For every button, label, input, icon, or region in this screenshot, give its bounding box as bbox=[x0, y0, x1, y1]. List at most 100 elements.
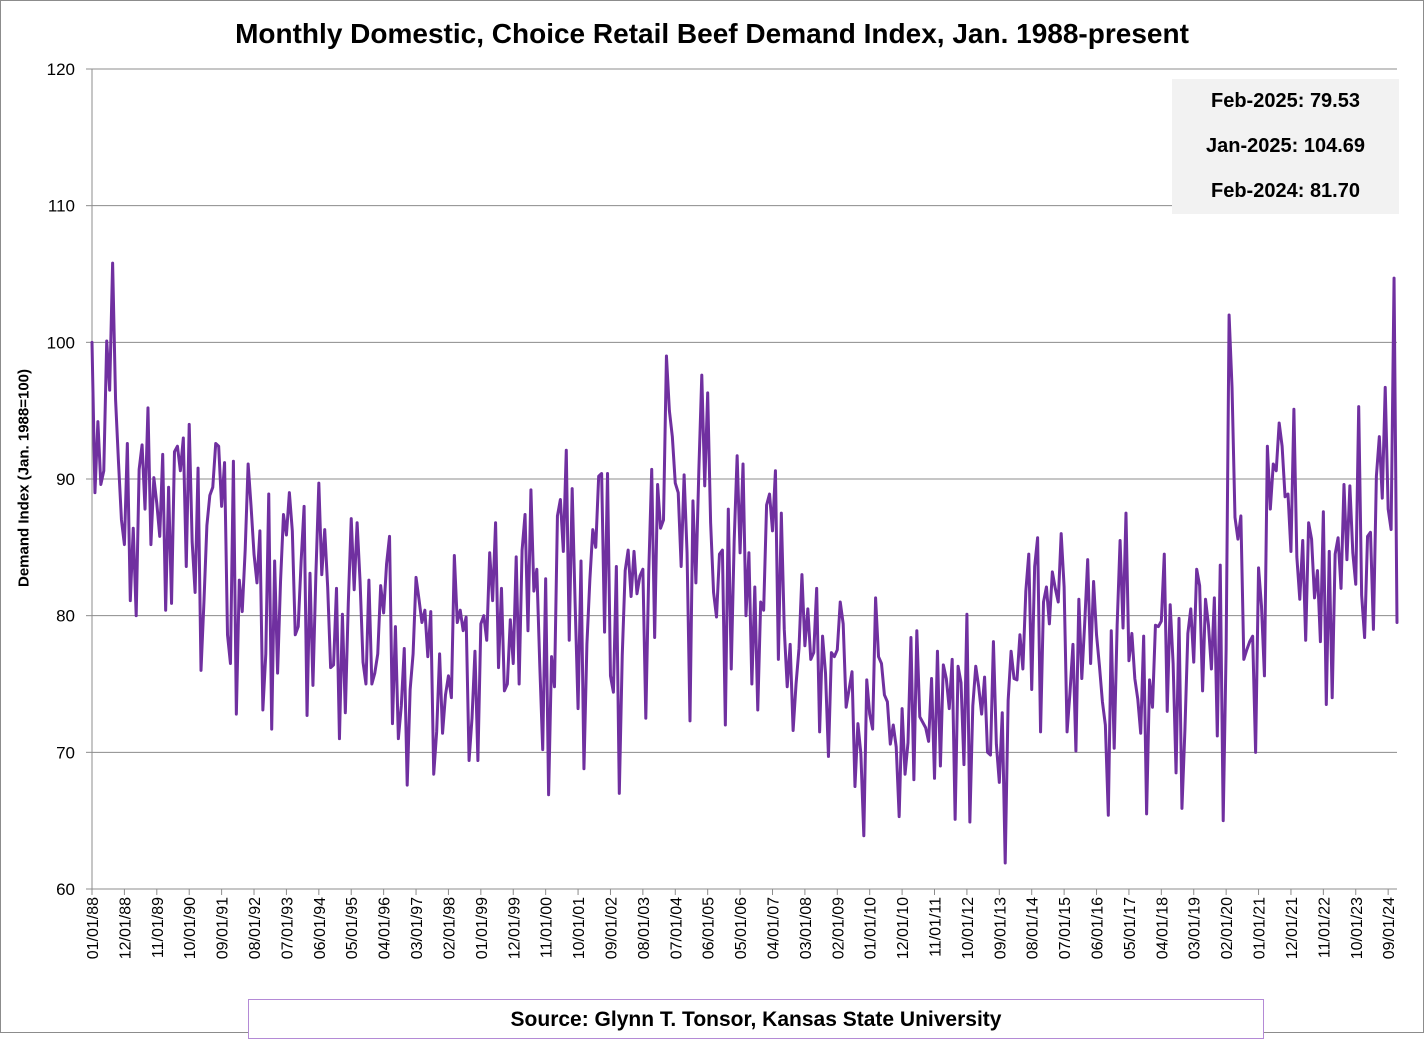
data-point bbox=[963, 763, 965, 765]
data-point bbox=[636, 593, 638, 595]
x-tick-label: 01/01/21 bbox=[1252, 897, 1269, 959]
data-point bbox=[1054, 587, 1056, 589]
data-point bbox=[1243, 658, 1245, 660]
data-point bbox=[1089, 662, 1091, 664]
data-point bbox=[972, 705, 974, 707]
data-point bbox=[933, 777, 935, 779]
data-point bbox=[306, 714, 308, 716]
data-point bbox=[1296, 556, 1298, 558]
y-tick-label: 80 bbox=[56, 607, 75, 626]
data-point bbox=[1075, 750, 1077, 752]
data-point bbox=[754, 586, 756, 588]
x-tick-label: 08/01/03 bbox=[636, 897, 653, 959]
data-point bbox=[830, 651, 832, 653]
y-tick-label: 110 bbox=[48, 197, 75, 216]
data-point bbox=[592, 528, 594, 530]
data-point bbox=[318, 482, 320, 484]
x-tick-label: 09/01/91 bbox=[215, 897, 232, 959]
data-point bbox=[1187, 632, 1189, 634]
data-point bbox=[792, 729, 794, 731]
data-point bbox=[1086, 558, 1088, 560]
data-point bbox=[639, 575, 641, 577]
data-point bbox=[1119, 539, 1121, 541]
data-point bbox=[326, 586, 328, 588]
data-point bbox=[883, 694, 885, 696]
data-point bbox=[450, 696, 452, 698]
summary-value: 81.70 bbox=[1309, 180, 1360, 202]
data-point bbox=[474, 650, 476, 652]
x-tick-label: 03/01/19 bbox=[1187, 897, 1204, 959]
data-point bbox=[215, 442, 217, 444]
data-point bbox=[335, 587, 337, 589]
data-point bbox=[898, 815, 900, 817]
data-point bbox=[574, 602, 576, 604]
data-point bbox=[1148, 679, 1150, 681]
data-point bbox=[1384, 386, 1386, 388]
data-point bbox=[1225, 647, 1227, 649]
data-point bbox=[1231, 386, 1233, 388]
y-tick-label: 90 bbox=[56, 470, 75, 489]
data-point bbox=[550, 655, 552, 657]
x-tick-label: 12/01/21 bbox=[1284, 897, 1301, 959]
data-point bbox=[877, 655, 879, 657]
data-point bbox=[368, 579, 370, 581]
data-point bbox=[1125, 512, 1127, 514]
data-point bbox=[1355, 583, 1357, 585]
data-point bbox=[1072, 643, 1074, 645]
data-point bbox=[291, 530, 293, 532]
data-point bbox=[1302, 539, 1304, 541]
data-point bbox=[185, 565, 187, 567]
data-point bbox=[167, 486, 169, 488]
data-point bbox=[427, 655, 429, 657]
x-tick-label: 06/01/94 bbox=[312, 897, 329, 959]
data-point bbox=[329, 666, 331, 668]
data-point bbox=[1060, 532, 1062, 534]
data-point bbox=[615, 565, 617, 567]
data-point bbox=[441, 732, 443, 734]
data-point bbox=[385, 563, 387, 565]
data-point bbox=[880, 662, 882, 664]
data-point bbox=[527, 630, 529, 632]
x-tick-label: 05/01/06 bbox=[733, 897, 750, 959]
data-point bbox=[1222, 819, 1224, 821]
data-point bbox=[995, 743, 997, 745]
data-point bbox=[745, 614, 747, 616]
data-point bbox=[1063, 586, 1065, 588]
data-point bbox=[1001, 712, 1003, 714]
data-point bbox=[1140, 732, 1142, 734]
data-point bbox=[948, 707, 950, 709]
data-point bbox=[203, 601, 205, 603]
data-point bbox=[1184, 729, 1186, 731]
data-point bbox=[771, 530, 773, 532]
data-point bbox=[294, 634, 296, 636]
data-point bbox=[515, 556, 517, 558]
source-box: Source: Glynn T. Tonsor, Kansas State Un… bbox=[248, 999, 1264, 1039]
data-point bbox=[309, 572, 311, 574]
data-point bbox=[1104, 724, 1106, 726]
data-point bbox=[468, 759, 470, 761]
data-point bbox=[606, 472, 608, 474]
data-point bbox=[135, 614, 137, 616]
x-tick-label: 02/01/98 bbox=[441, 897, 458, 959]
data-point bbox=[1275, 470, 1277, 472]
data-point bbox=[129, 599, 131, 601]
data-point bbox=[147, 407, 149, 409]
data-point bbox=[285, 534, 287, 536]
data-point bbox=[1337, 537, 1339, 539]
data-point bbox=[1304, 639, 1306, 641]
data-point bbox=[1157, 625, 1159, 627]
chart-title: Monthly Domestic, Choice Retail Beef Dem… bbox=[235, 18, 1189, 49]
data-point bbox=[662, 519, 664, 521]
x-tick-label: 10/01/12 bbox=[960, 897, 977, 959]
data-point bbox=[1004, 862, 1006, 864]
data-point bbox=[303, 505, 305, 507]
data-point bbox=[1293, 408, 1295, 410]
data-point bbox=[1178, 617, 1180, 619]
x-tick-label: 10/01/90 bbox=[182, 897, 199, 959]
data-point bbox=[524, 513, 526, 515]
data-point bbox=[871, 728, 873, 730]
x-tick-label: 06/01/05 bbox=[701, 897, 718, 959]
data-point bbox=[789, 643, 791, 645]
data-point bbox=[559, 498, 561, 500]
summary-line-2: Jan-2025: 104.69 bbox=[1172, 135, 1399, 158]
